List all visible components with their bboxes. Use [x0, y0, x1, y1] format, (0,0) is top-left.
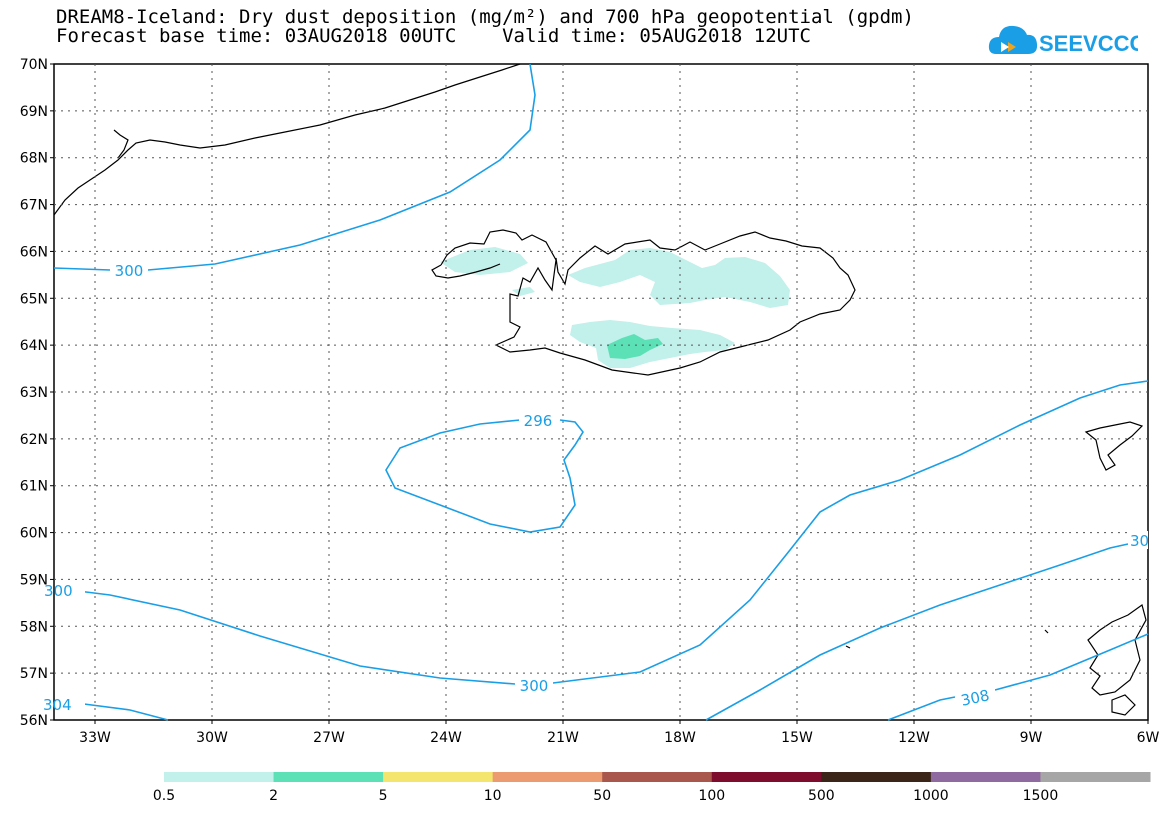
lon-label: 6W — [1137, 730, 1160, 746]
dust-deposition-shading — [440, 247, 790, 368]
colorbar-swatch — [383, 772, 494, 782]
lat-label: 56N — [20, 713, 48, 729]
contour-label: 304 — [43, 696, 72, 714]
lat-label: 67N — [20, 198, 48, 214]
lat-label: 69N — [20, 104, 48, 120]
colorbar-tick-label: 500 — [808, 788, 835, 804]
colorbar-swatch — [1040, 772, 1151, 782]
colorbar-tick-label: 5 — [379, 788, 388, 804]
lon-label: 9W — [1020, 730, 1043, 746]
lon-label: 27W — [313, 730, 345, 746]
lon-label: 12W — [898, 730, 930, 746]
lat-label: 68N — [20, 151, 48, 167]
lat-label: 60N — [20, 526, 48, 542]
colorbar-legend: 0.5 2 5 10 50 100 500 1000 1500 — [153, 772, 1151, 804]
colorbar-swatch — [711, 772, 822, 782]
lat-label: 57N — [20, 666, 48, 682]
map-title: DREAM8-Iceland: Dry dust deposition (mg/… — [56, 6, 914, 28]
contour-label: 296 — [524, 412, 553, 430]
colorbar-swatch — [602, 772, 713, 782]
graticule — [54, 64, 1148, 720]
colorbar-tick-label: 1000 — [913, 788, 949, 804]
contour-label: 300 — [520, 677, 549, 695]
lon-label: 21W — [547, 730, 579, 746]
lat-label: 70N — [20, 57, 48, 73]
lon-label: 15W — [781, 730, 813, 746]
colorbar-swatch — [930, 772, 1041, 782]
colorbar-tick-label: 2 — [269, 788, 278, 804]
logo-text: SEEVCCC — [1039, 31, 1138, 56]
contour-label: 308 — [959, 686, 991, 710]
lat-label: 62N — [20, 432, 48, 448]
lon-label: 30W — [196, 730, 228, 746]
colorbar-swatch — [821, 772, 932, 782]
contour-labels: 300 296 300 308 300 304 30 — [43, 261, 1149, 714]
seevccc-logo: SEEVCCC — [988, 25, 1138, 56]
coastline — [53, 63, 1147, 716]
contour-label: 300 — [115, 262, 144, 280]
colorbar-tick-label: 100 — [698, 788, 725, 804]
colorbar-swatch — [492, 772, 603, 782]
lat-label: 63N — [20, 385, 48, 401]
geopotential-contours — [53, 63, 1149, 721]
lat-label: 59N — [20, 572, 48, 588]
colorbar-tick-label: 10 — [484, 788, 502, 804]
lat-label: 65N — [20, 291, 48, 307]
colorbar-swatch — [164, 772, 275, 782]
map-subtitle: Forecast base time: 03AUG2018 00UTC Vali… — [56, 25, 811, 47]
cloud-icon — [988, 25, 1038, 54]
lat-label: 64N — [20, 338, 48, 354]
lat-label: 66N — [20, 244, 48, 260]
contour-label: 300 — [44, 582, 73, 600]
colorbar-tick-label: 50 — [593, 788, 611, 804]
lon-label: 18W — [664, 730, 696, 746]
lon-label: 24W — [430, 730, 462, 746]
contour-label: 30 — [1130, 532, 1149, 550]
latitude-labels: 70N 69N 68N 67N 66N 65N 64N 63N 62N 61N 60N 59N 58N 5… — [20, 57, 54, 729]
longitude-labels: 33W 30W 27W 24W 21W 18W 15W 12W 9W 6W — [79, 720, 1160, 746]
lat-label: 58N — [20, 619, 48, 635]
colorbar-tick-label: 0.5 — [153, 788, 175, 804]
colorbar-tick-label: 1500 — [1023, 788, 1059, 804]
lon-label: 33W — [79, 730, 111, 746]
lat-label: 61N — [20, 479, 48, 495]
colorbar-swatch — [273, 772, 384, 782]
